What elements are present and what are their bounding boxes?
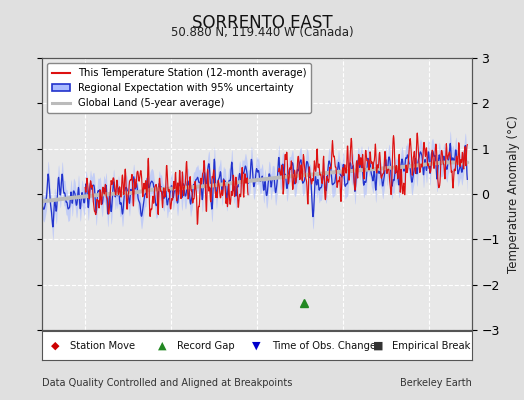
Text: ▲: ▲	[158, 341, 167, 350]
Text: Station Move: Station Move	[70, 341, 135, 350]
Text: Empirical Break: Empirical Break	[392, 341, 471, 350]
Text: ▼: ▼	[253, 341, 261, 350]
Y-axis label: Temperature Anomaly (°C): Temperature Anomaly (°C)	[507, 115, 520, 273]
Text: Time of Obs. Change: Time of Obs. Change	[272, 341, 376, 350]
Text: Berkeley Earth: Berkeley Earth	[400, 378, 472, 388]
Legend: This Temperature Station (12-month average), Regional Expectation with 95% uncer: This Temperature Station (12-month avera…	[47, 63, 311, 113]
Text: Data Quality Controlled and Aligned at Breakpoints: Data Quality Controlled and Aligned at B…	[42, 378, 292, 388]
Text: ◆: ◆	[50, 341, 59, 350]
Text: SORRENTO EAST: SORRENTO EAST	[192, 14, 332, 32]
Text: 50.880 N, 119.440 W (Canada): 50.880 N, 119.440 W (Canada)	[171, 26, 353, 39]
Text: Record Gap: Record Gap	[177, 341, 235, 350]
Text: ■: ■	[373, 341, 383, 350]
